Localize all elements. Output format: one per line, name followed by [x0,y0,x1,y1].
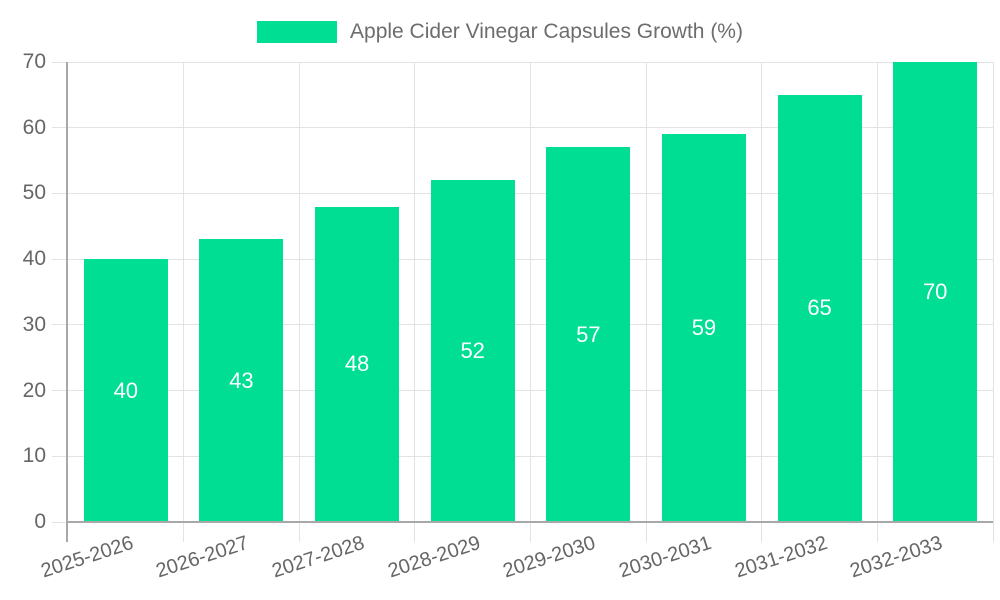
bar-value-label: 65 [807,295,832,321]
bar[interactable]: 40 [83,259,168,522]
bar-value-label: 59 [691,315,717,341]
y-axis-tick-label: 40 [22,247,46,271]
v-gridline [414,62,416,542]
bar[interactable]: 57 [546,147,631,522]
v-gridline [645,62,647,542]
h-gridline [52,61,993,63]
bar[interactable]: 48 [315,206,400,522]
bar[interactable]: 65 [777,94,862,522]
h-gridline [52,455,993,457]
bar-value-label: 40 [113,377,139,403]
bar-value-label: 52 [460,338,485,364]
h-gridline [52,192,993,194]
legend-swatch [257,21,338,43]
y-axis-tick-label: 30 [22,312,46,336]
h-gridline [52,127,993,129]
bar-value-label: 48 [344,351,370,377]
v-gridline [183,62,185,542]
bar-value-label: 57 [576,321,601,347]
bar[interactable]: 70 [893,62,978,522]
legend[interactable]: Apple Cider Vinegar Capsules Growth (%) [0,14,1000,50]
bar-value-label: 43 [229,367,254,393]
bar[interactable]: 59 [661,134,746,522]
y-axis-tick-label: 70 [22,50,46,73]
v-gridline [761,62,763,542]
bar[interactable]: 43 [199,239,284,522]
y-axis-tick-label: 50 [22,181,46,205]
y-axis-tick-label: 60 [22,115,46,139]
h-gridline [52,258,993,260]
h-gridline [52,390,993,392]
h-gridline [52,324,993,326]
y-axis-tick-label: 10 [22,444,46,468]
x-axis-line [66,521,993,523]
v-gridline [876,62,878,542]
y-axis-tick-label: 0 [34,510,46,533]
v-gridline [298,62,300,542]
v-gridline [992,62,994,542]
v-gridline [530,62,531,542]
legend-label: Apple Cider Vinegar Capsules Growth (%) [350,20,743,43]
y-axis-line [66,62,68,542]
bar[interactable]: 52 [430,180,515,522]
bar-value-label: 70 [922,279,948,304]
y-axis-tick-label: 20 [22,378,46,402]
